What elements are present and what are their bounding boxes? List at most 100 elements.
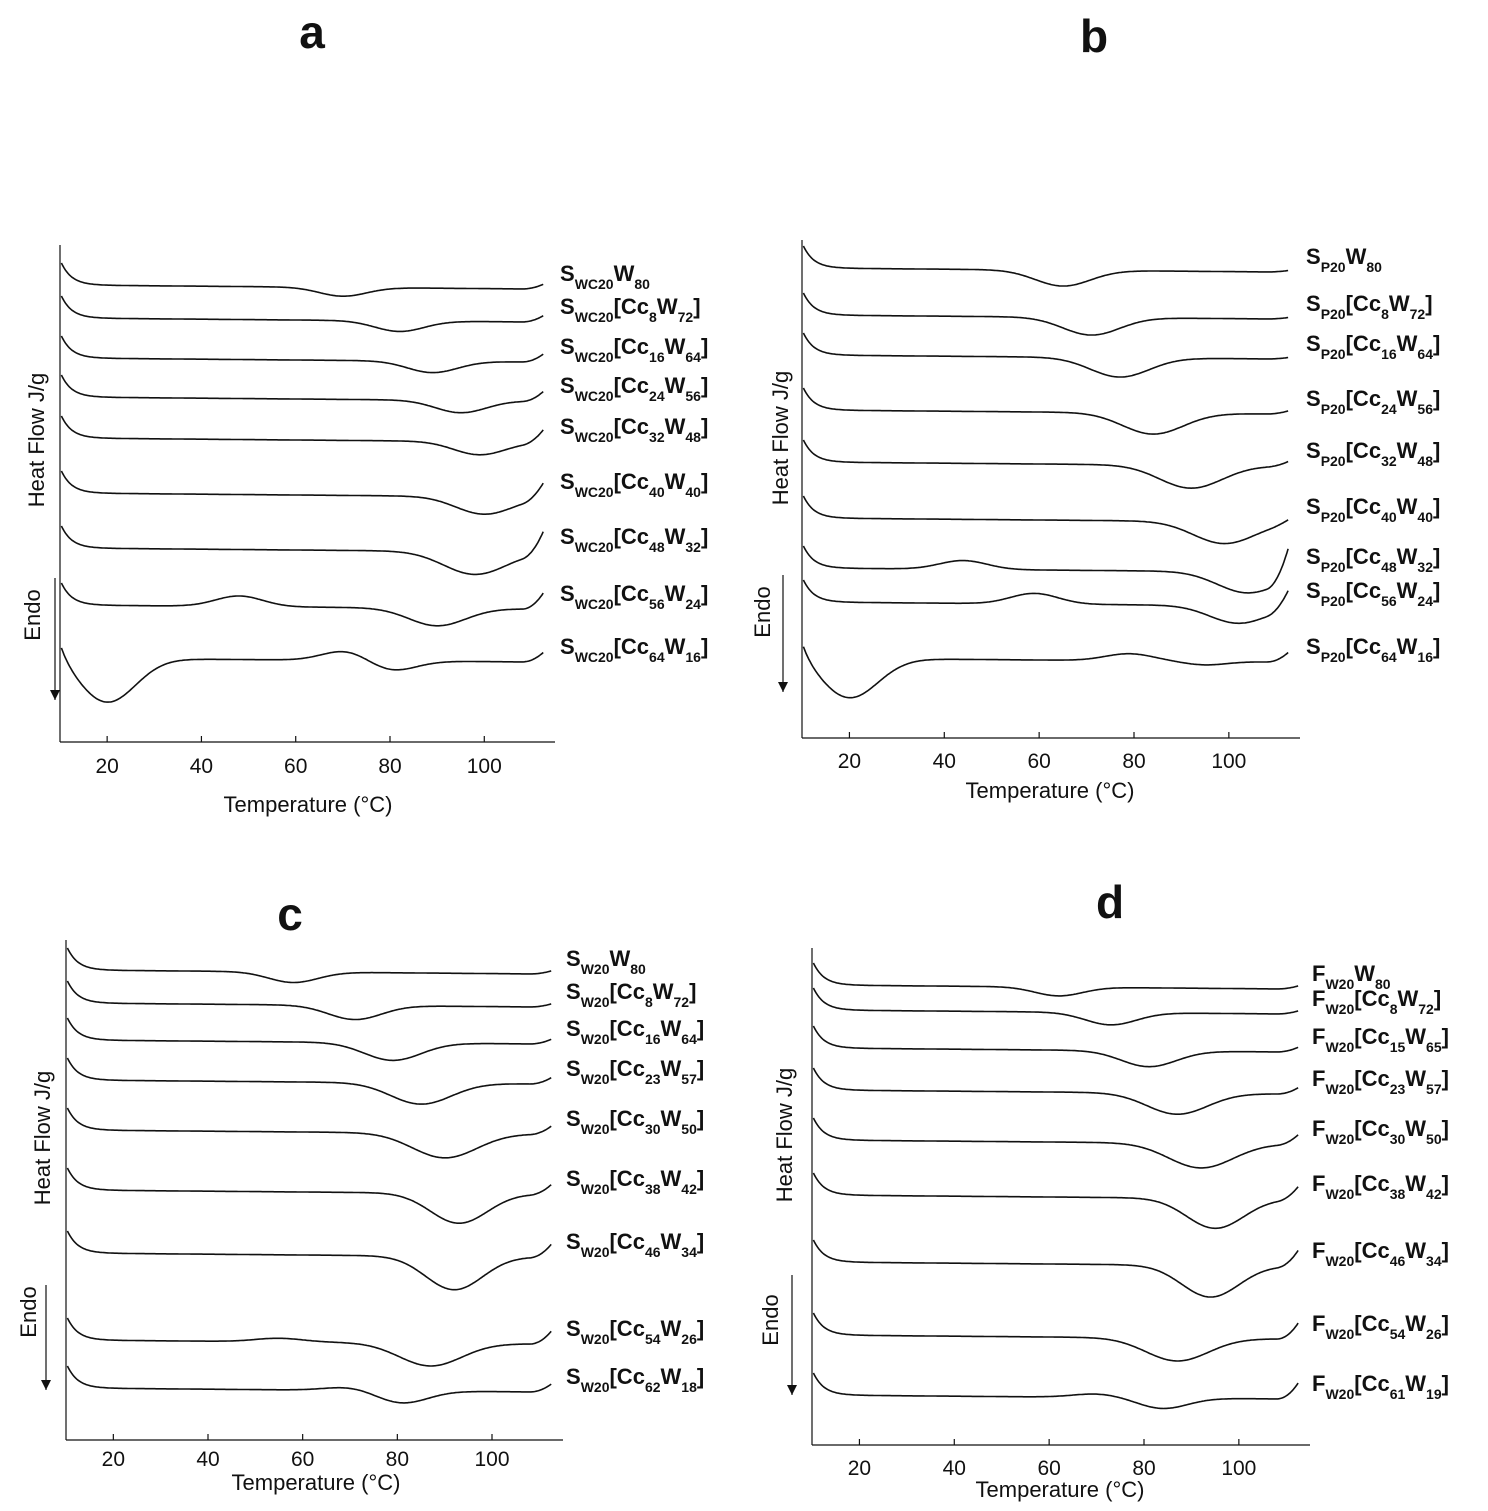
curve-label-part: [Cc: [609, 1106, 644, 1131]
curve-label-part: 32: [1381, 453, 1397, 469]
curve-label-part: WC20: [575, 596, 614, 612]
x-tick-label: 20: [848, 1457, 871, 1480]
curve-label: SW20[Cc23W57]: [566, 1056, 704, 1087]
curve-label-part: W: [665, 414, 686, 439]
curve-label: SP20[Cc56W24]: [1306, 578, 1440, 609]
curve-label-part: S: [566, 946, 581, 971]
dsc-curve: [66, 1057, 552, 1105]
curve-label: SW20[Cc8W72]: [566, 979, 696, 1010]
curve-label-part: S: [560, 334, 575, 359]
curve-label-part: [Cc: [609, 1316, 644, 1341]
dsc-curve: [60, 262, 544, 297]
curve-label-part: 8: [649, 309, 657, 325]
dsc-curve: [66, 1317, 552, 1367]
curve-label-part: S: [1306, 634, 1321, 659]
curve-label-part: ]: [701, 334, 708, 359]
curve-label: FW20[Cc8W72]: [1312, 986, 1441, 1017]
curve-label-part: P20: [1321, 509, 1346, 525]
curve-label: SW20W80: [566, 946, 646, 977]
curve-label-part: W: [661, 1229, 682, 1254]
curve-label-part: 38: [1390, 1186, 1406, 1202]
curve-label-part: [Cc: [1346, 544, 1381, 569]
curve-label-part: W: [661, 1016, 682, 1041]
curve-label-part: [Cc: [609, 1229, 644, 1254]
x-tick-label: 100: [1221, 1457, 1256, 1480]
curve-label-part: 57: [1426, 1081, 1442, 1097]
x-axis-title: Temperature (°C): [224, 792, 393, 817]
curve-label-part: [Cc: [609, 1016, 644, 1041]
curve-label-part: S: [560, 261, 575, 286]
curve-label: FW20[Cc61W19]: [1312, 1371, 1449, 1402]
curve-label-part: W: [1405, 1371, 1426, 1396]
curve-label-part: 57: [681, 1071, 697, 1087]
curve-label-part: ]: [1433, 544, 1440, 569]
curve-label-part: W: [665, 581, 686, 606]
curve-label-part: 72: [1418, 1001, 1434, 1017]
endo-label: Endo: [20, 589, 45, 640]
curve-label-part: [Cc: [1346, 578, 1381, 603]
curve-label-part: W: [661, 1364, 682, 1389]
dsc-curve: [812, 987, 1299, 1026]
curve-label-part: W: [1397, 386, 1418, 411]
curve-label-part: WC20: [575, 349, 614, 365]
x-tick-label: 40: [196, 1448, 219, 1471]
curve-label-part: 64: [1417, 346, 1433, 362]
curve-label-part: ]: [1433, 386, 1440, 411]
curve-label-part: ]: [697, 1056, 704, 1081]
curve-label-part: S: [566, 1056, 581, 1081]
curve-label-part: W20: [581, 1071, 610, 1087]
curve-label-part: 24: [649, 388, 665, 404]
curve-label-part: 72: [1410, 306, 1426, 322]
curve-label-part: S: [1306, 386, 1321, 411]
curve-label-part: W20: [1325, 1039, 1354, 1055]
curve-label-part: WC20: [575, 484, 614, 500]
curve-label-part: [Cc: [1354, 1171, 1389, 1196]
curve-label-part: WC20: [575, 539, 614, 555]
curve-label-part: W: [657, 294, 678, 319]
curve-label-part: 54: [645, 1331, 661, 1347]
curve-label: FW20[Cc15W65]: [1312, 1024, 1449, 1055]
curve-label-part: 64: [685, 349, 701, 365]
dsc-curve: [60, 335, 544, 374]
dsc-curve: [66, 1107, 552, 1159]
dsc-curve: [812, 1025, 1299, 1068]
dsc-curve: [66, 1017, 552, 1062]
curve-label-part: [Cc: [1354, 986, 1389, 1011]
curve-label-part: W20: [1325, 976, 1354, 992]
curve-label: SP20[Cc48W32]: [1306, 544, 1440, 575]
curve-label-part: [Cc: [609, 1364, 644, 1389]
endo-arrow-head: [41, 1380, 51, 1390]
curve-label-part: [Cc: [609, 1056, 644, 1081]
curve-label-part: 48: [649, 539, 665, 555]
curve-label-part: ]: [701, 469, 708, 494]
curve-label-part: 34: [681, 1244, 697, 1260]
curve-label-part: S: [1306, 331, 1321, 356]
curve-label-part: ]: [697, 1229, 704, 1254]
curve-label-part: 65: [1426, 1039, 1442, 1055]
curve-label-part: F: [1312, 1311, 1325, 1336]
curve-label-part: W20: [1325, 1131, 1354, 1147]
x-axis-title: Temperature (°C): [976, 1477, 1145, 1502]
curve-label-part: S: [566, 1106, 581, 1131]
curve-label-part: ]: [697, 1364, 704, 1389]
curve-label-part: F: [1312, 1171, 1325, 1196]
curve-label-part: 42: [1426, 1186, 1442, 1202]
x-tick-label: 20: [838, 750, 861, 773]
dsc-curve: [66, 1365, 552, 1404]
curve-label-part: W20: [581, 1244, 610, 1260]
curve-label-part: [Cc: [609, 979, 644, 1004]
curve-label-part: P20: [1321, 346, 1346, 362]
dsc-curve: [802, 245, 1289, 287]
curve-label-part: ]: [1425, 291, 1432, 316]
curve-label-part: S: [560, 373, 575, 398]
dsc-curve: [812, 1117, 1299, 1169]
dsc-curve: [60, 374, 544, 414]
curve-label-part: F: [1312, 1066, 1325, 1091]
curve-label-part: 8: [1381, 306, 1389, 322]
curve-label-part: S: [560, 294, 575, 319]
curve-label-part: W: [661, 1316, 682, 1341]
dsc-curve: [812, 1172, 1299, 1230]
dsc-curve: [802, 439, 1289, 490]
curve-label-part: W20: [1325, 1326, 1354, 1342]
curve-label-part: [Cc: [1354, 1024, 1389, 1049]
